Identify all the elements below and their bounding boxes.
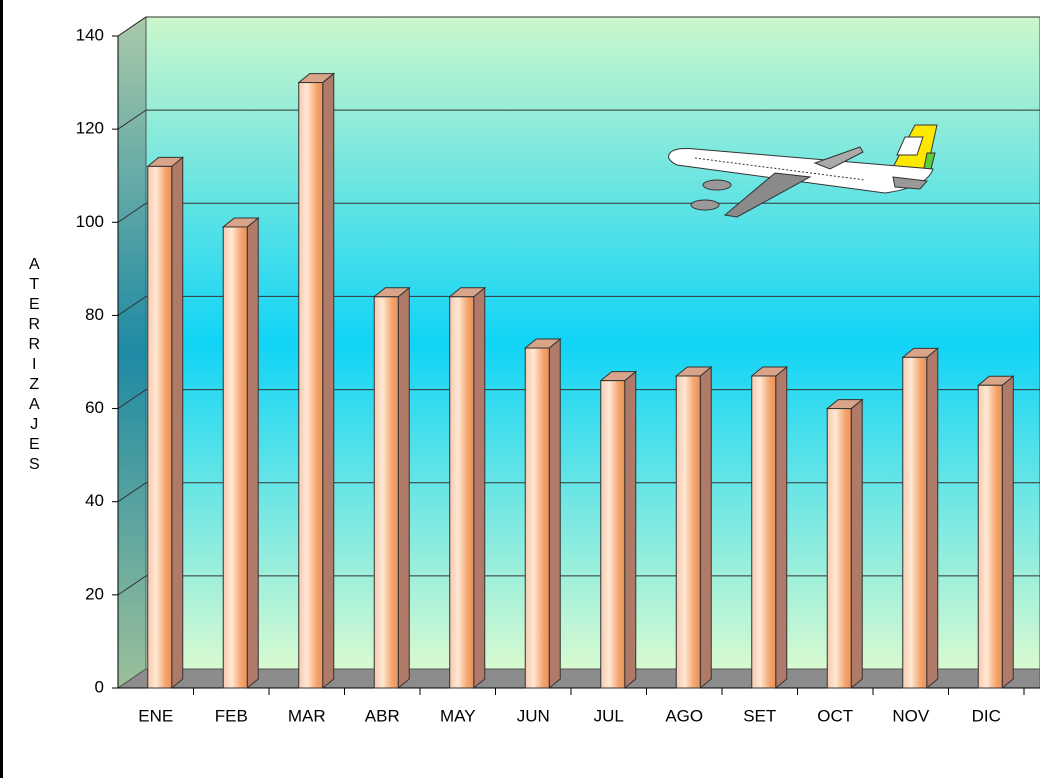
bar-side bbox=[699, 365, 712, 690]
bar bbox=[674, 365, 713, 690]
x-tick-label: JUL bbox=[594, 706, 624, 725]
y-tick-label: 40 bbox=[85, 491, 104, 510]
bar bbox=[146, 156, 185, 690]
bar bbox=[221, 216, 260, 690]
bar-side bbox=[1001, 375, 1014, 690]
bar-side bbox=[775, 365, 788, 690]
bar-side bbox=[246, 216, 259, 690]
airplane bbox=[668, 124, 938, 218]
bar-side bbox=[171, 156, 184, 690]
bar bbox=[750, 365, 789, 690]
y-tick-label: 20 bbox=[85, 584, 104, 603]
grid-line-side bbox=[117, 575, 147, 596]
bar-side bbox=[926, 347, 939, 690]
bar-side bbox=[624, 370, 637, 690]
bar-front bbox=[373, 296, 399, 689]
bar-side bbox=[850, 398, 863, 690]
bar-side bbox=[548, 337, 561, 690]
x-tick-label: ABR bbox=[365, 706, 400, 725]
bar-front bbox=[222, 226, 248, 689]
bar-front bbox=[449, 296, 475, 689]
side-wall bbox=[117, 16, 147, 689]
y-tick-label: 60 bbox=[85, 398, 104, 417]
bar-front bbox=[524, 347, 550, 689]
bar-side bbox=[473, 286, 486, 690]
grid-line-side bbox=[117, 16, 147, 37]
bar-side bbox=[397, 286, 410, 690]
bar-front bbox=[147, 165, 173, 689]
bar bbox=[976, 375, 1015, 690]
y-tick-label: 80 bbox=[85, 305, 104, 324]
bar-front bbox=[675, 375, 701, 689]
bar-front bbox=[826, 408, 852, 689]
bar bbox=[297, 72, 336, 690]
bar bbox=[523, 337, 562, 690]
x-tick-label: FEB bbox=[215, 706, 248, 725]
x-tick-label: NOV bbox=[892, 706, 930, 725]
x-tick-label: MAY bbox=[440, 706, 476, 725]
grid-line-side bbox=[117, 296, 147, 316]
grid-line-side bbox=[117, 389, 147, 409]
left-border bbox=[0, 0, 3, 778]
y-tick-label: 140 bbox=[76, 25, 104, 44]
bar-front bbox=[977, 384, 1003, 689]
x-tick-label: ENE bbox=[138, 706, 173, 725]
bar bbox=[599, 370, 638, 690]
x-tick-label: MAR bbox=[288, 706, 326, 725]
x-tick-label: OCT bbox=[817, 706, 853, 725]
x-tick-label: JUN bbox=[517, 706, 550, 725]
grid-line-side bbox=[117, 109, 147, 130]
y-tick-label: 0 bbox=[95, 677, 104, 696]
y-tick-label: 120 bbox=[76, 119, 104, 138]
bar-front bbox=[751, 375, 777, 689]
bar bbox=[372, 286, 411, 690]
bar bbox=[901, 347, 940, 690]
x-tick-label: DIC bbox=[972, 706, 1001, 725]
x-tick-label: AGO bbox=[665, 706, 703, 725]
bar bbox=[448, 286, 487, 690]
plot: 0 20 40 60 80 100 120 140 ENE FEB MAR ABR MAY JUN JUL A… bbox=[76, 16, 1040, 725]
y-tick-label: 100 bbox=[76, 212, 104, 231]
bar bbox=[825, 398, 864, 690]
grid-line-side bbox=[117, 202, 147, 223]
bar-front bbox=[902, 356, 928, 689]
x-tick-label: SET bbox=[743, 706, 776, 725]
bar-front bbox=[298, 82, 324, 689]
bar-front bbox=[600, 380, 626, 689]
y-axis-title: ATERRIZAJES bbox=[26, 256, 43, 476]
grid-line-side bbox=[117, 482, 147, 503]
bar-side bbox=[322, 72, 335, 690]
